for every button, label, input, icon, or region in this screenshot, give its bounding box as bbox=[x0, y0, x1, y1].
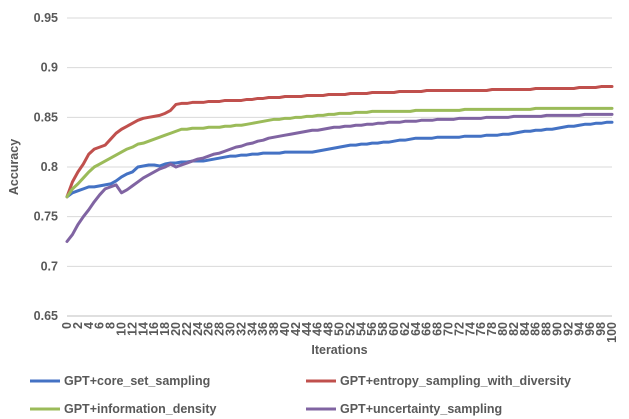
x-tick-label: 58 bbox=[376, 322, 390, 336]
x-tick-label: 0 bbox=[60, 322, 74, 329]
x-tick-label: 72 bbox=[452, 322, 466, 336]
y-axis-title: Accuracy bbox=[7, 139, 21, 195]
x-tick-label: 26 bbox=[202, 322, 216, 336]
x-tick-label: 96 bbox=[583, 322, 597, 336]
x-tick-label: 88 bbox=[540, 322, 554, 336]
y-tick-label: 0.7 bbox=[41, 259, 58, 273]
x-tick-label: 34 bbox=[245, 322, 259, 336]
x-tick-label: 20 bbox=[169, 322, 183, 336]
series-line-gpt-entropy-sampling-with-diversity bbox=[65, 85, 614, 199]
x-tick-label: 64 bbox=[409, 322, 423, 336]
x-tick-label: 80 bbox=[496, 322, 510, 336]
x-tick-label: 78 bbox=[485, 322, 499, 336]
x-tick-label: 92 bbox=[561, 322, 575, 336]
legend-label: GPT+information_density bbox=[64, 402, 217, 416]
x-tick-label: 18 bbox=[158, 322, 172, 336]
y-tick-label: 0.85 bbox=[34, 110, 58, 124]
x-tick-label: 28 bbox=[213, 322, 227, 336]
x-tick-label: 54 bbox=[354, 322, 368, 336]
y-tick-label: 0.8 bbox=[41, 160, 58, 174]
x-axis-title: Iterations bbox=[311, 343, 367, 357]
x-tick-label: 8 bbox=[104, 322, 118, 329]
x-tick-label: 46 bbox=[311, 322, 325, 336]
x-tick-label: 60 bbox=[387, 322, 401, 336]
series-line-gpt-uncertainty-sampling bbox=[65, 112, 614, 243]
x-tick-label: 70 bbox=[442, 322, 456, 336]
x-tick-label: 6 bbox=[93, 322, 107, 329]
legend-label: GPT+entropy_sampling_with_diversity bbox=[340, 374, 571, 388]
x-tick-label: 44 bbox=[300, 322, 314, 336]
x-tick-label: 84 bbox=[518, 322, 532, 336]
x-tick-label: 76 bbox=[474, 322, 488, 336]
x-tick-label: 30 bbox=[224, 322, 238, 336]
x-tick-label: 74 bbox=[463, 322, 477, 336]
x-tick-label: 24 bbox=[191, 322, 205, 336]
x-tick-label: 16 bbox=[147, 322, 161, 336]
x-tick-label: 10 bbox=[115, 322, 129, 336]
x-tick-label: 56 bbox=[365, 322, 379, 336]
x-tick-label: 22 bbox=[180, 322, 194, 336]
y-tick-labels: 0.65 0.7 0.75 0.8 0.85 0.9 0.95 bbox=[34, 11, 58, 323]
legend-item: GPT+core_set_sampling bbox=[30, 374, 210, 388]
x-tick-label: 14 bbox=[136, 322, 150, 336]
x-tick-label: 68 bbox=[431, 322, 445, 336]
x-tick-label: 52 bbox=[343, 322, 357, 336]
x-tick-labels: 0246810121416182022242628303234363840424… bbox=[60, 322, 619, 343]
y-tick-label: 0.75 bbox=[34, 210, 58, 224]
x-tick-label: 50 bbox=[333, 322, 347, 336]
x-tick-label: 82 bbox=[507, 322, 521, 336]
x-tick-label: 48 bbox=[322, 322, 336, 336]
y-tick-label: 0.65 bbox=[34, 309, 58, 323]
series-line-gpt-core-set-sampling bbox=[65, 120, 614, 199]
legend-label: GPT+uncertainty_sampling bbox=[340, 402, 502, 416]
x-tick-label: 38 bbox=[267, 322, 281, 336]
x-tick-label: 4 bbox=[82, 322, 96, 329]
x-tick-label: 40 bbox=[278, 322, 292, 336]
x-tick-label: 66 bbox=[420, 322, 434, 336]
legend-item: GPT+information_density bbox=[30, 402, 217, 416]
series-line-gpt-information-density bbox=[65, 106, 614, 199]
x-tick-label: 62 bbox=[398, 322, 412, 336]
x-tick-label: 90 bbox=[551, 322, 565, 336]
x-tick-label: 100 bbox=[605, 322, 619, 343]
y-tick-label: 0.9 bbox=[41, 61, 58, 75]
x-tick-label: 12 bbox=[125, 322, 139, 336]
x-tick-label: 42 bbox=[289, 322, 303, 336]
x-tick-label: 32 bbox=[234, 322, 248, 336]
x-tick-label: 94 bbox=[572, 322, 586, 336]
series-lines bbox=[65, 85, 614, 243]
y-tick-label: 0.95 bbox=[34, 11, 58, 25]
x-tick-label: 2 bbox=[71, 322, 85, 329]
x-tick-label: 36 bbox=[256, 322, 270, 336]
legend-item: GPT+uncertainty_sampling bbox=[306, 402, 502, 416]
legend-label: GPT+core_set_sampling bbox=[64, 374, 210, 388]
x-tick-label: 98 bbox=[594, 322, 608, 336]
legend-item: GPT+entropy_sampling_with_diversity bbox=[306, 374, 571, 388]
legend: GPT+core_set_sampling GPT+entropy_samplin… bbox=[30, 374, 571, 416]
x-tick-label: 86 bbox=[529, 322, 543, 336]
